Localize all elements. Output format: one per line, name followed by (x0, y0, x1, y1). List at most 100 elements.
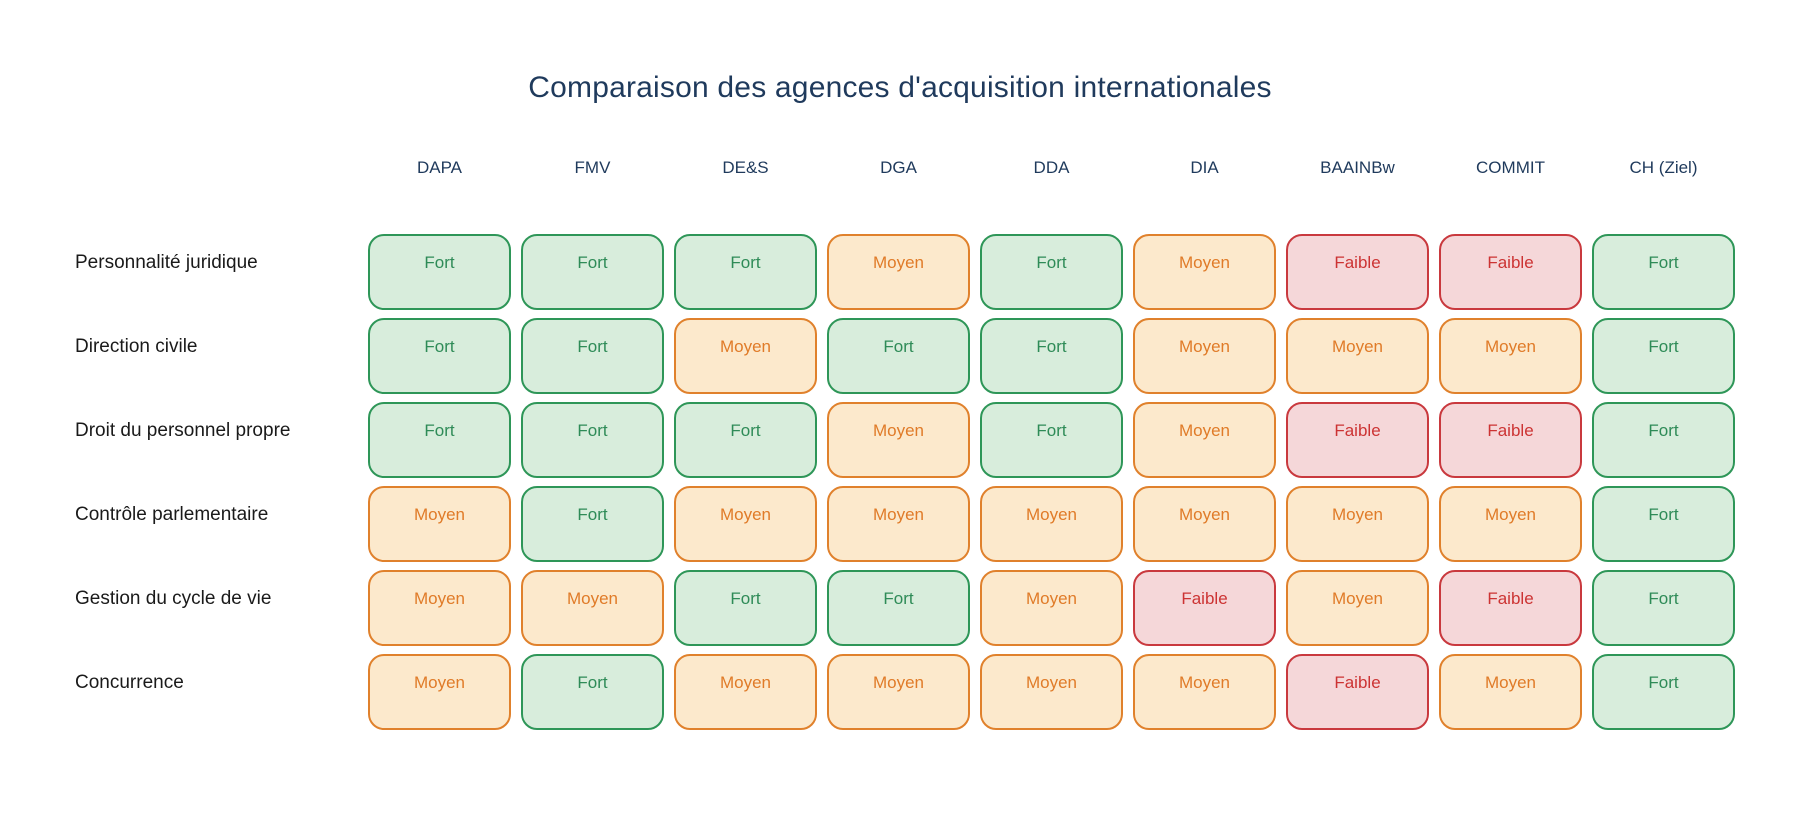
cell-value: Fort (1648, 253, 1679, 272)
cell-value: Fort (577, 421, 608, 440)
matrix-cell: Moyen (827, 234, 970, 310)
cell-value: Moyen (1178, 673, 1231, 692)
matrix-cell: Moyen (1133, 486, 1276, 562)
matrix-cell: Fort (1592, 654, 1735, 730)
cell-value: Moyen (872, 505, 925, 524)
row-label: Personnalité juridique (75, 234, 358, 310)
matrix-cell: Fort (368, 402, 511, 478)
cell-value: Fort (577, 253, 608, 272)
cell-value: Moyen (1331, 589, 1384, 608)
matrix-cell: Moyen (368, 654, 511, 730)
matrix-cell: Moyen (980, 570, 1123, 646)
matrix-cell: Fort (368, 318, 511, 394)
matrix-cell: Moyen (1439, 486, 1582, 562)
matrix-cell: Fort (674, 402, 817, 478)
cell-value: Moyen (1484, 337, 1537, 356)
cell-value: Fort (1648, 421, 1679, 440)
cell-value: Fort (730, 589, 761, 608)
matrix-cell: Fort (1592, 486, 1735, 562)
cell-value: Fort (1648, 589, 1679, 608)
matrix-cell: Moyen (1286, 486, 1429, 562)
row-label: Concurrence (75, 654, 358, 730)
cell-value: Moyen (413, 505, 466, 524)
cell-value: Moyen (413, 673, 466, 692)
row-label-text: Contrôle parlementaire (75, 504, 269, 525)
matrix-cell: Fort (674, 234, 817, 310)
matrix-cell: Moyen (827, 654, 970, 730)
column-header: BAAINBw (1320, 158, 1395, 177)
column-header: COMMIT (1476, 158, 1545, 177)
cell-value: Fort (1648, 505, 1679, 524)
column-header: DDA (1033, 158, 1070, 177)
matrix-cell: Fort (1592, 234, 1735, 310)
matrix-cell: Faible (1286, 402, 1429, 478)
matrix-cell: Fort (521, 402, 664, 478)
matrix-cell: Moyen (1133, 654, 1276, 730)
cell-value: Moyen (872, 673, 925, 692)
cell-value: Faible (1487, 253, 1534, 272)
matrix-cell: Moyen (827, 402, 970, 478)
matrix-cell: Moyen (980, 654, 1123, 730)
column-header: CH (Ziel) (1629, 158, 1698, 177)
cell-value: Moyen (1331, 505, 1384, 524)
row-label: Droit du personnel propre (75, 402, 358, 478)
cell-value: Moyen (1331, 337, 1384, 356)
cell-value: Faible (1487, 421, 1534, 440)
matrix-cell: Moyen (521, 570, 664, 646)
matrix-cell: Faible (1439, 234, 1582, 310)
column-header: DGA (880, 158, 917, 177)
matrix-cell: Fort (521, 486, 664, 562)
column-header: DE&S (722, 158, 769, 177)
cell-value: Fort (424, 253, 455, 272)
cell-value: Moyen (1025, 673, 1078, 692)
cell-value: Moyen (1484, 505, 1537, 524)
matrix-cell: Moyen (1439, 654, 1582, 730)
cell-value: Faible (1487, 589, 1534, 608)
cell-value: Moyen (719, 505, 772, 524)
chart-title: Comparaison des agences d'acquisition in… (528, 71, 1272, 104)
row-label: Direction civile (75, 318, 358, 394)
cell-value: Fort (730, 253, 761, 272)
matrix-cell: Fort (521, 318, 664, 394)
matrix-cell: Faible (1133, 570, 1276, 646)
cell-value: Fort (883, 589, 914, 608)
column-header-row: DAPA FMV DE&S DGA DDA DIA BAAINBw COMMIT CH (Zie… (75, 158, 1800, 178)
matrix-cell: Moyen (1439, 318, 1582, 394)
cell-value: Fort (1648, 337, 1679, 356)
cell-value: Moyen (872, 253, 925, 272)
row-label: Contrôle parlementaire (75, 486, 358, 562)
matrix-cell: Fort (980, 318, 1123, 394)
matrix-cell: Moyen (1133, 318, 1276, 394)
cell-value: Fort (1036, 253, 1067, 272)
cell-value: Moyen (1178, 505, 1231, 524)
matrix-cell: Moyen (1286, 318, 1429, 394)
cell-value: Faible (1334, 673, 1381, 692)
matrix-cell: Moyen (1286, 570, 1429, 646)
cell-value: Moyen (1178, 253, 1231, 272)
column-header: DAPA (416, 158, 463, 177)
matrix-cell: Moyen (1133, 402, 1276, 478)
matrix-cell: Moyen (368, 486, 511, 562)
cell-value: Moyen (1025, 589, 1078, 608)
matrix-cell: Fort (827, 570, 970, 646)
cell-value: Fort (577, 337, 608, 356)
matrix-cell: Moyen (368, 570, 511, 646)
matrix-cell: Moyen (674, 654, 817, 730)
matrix-cell: Fort (674, 570, 817, 646)
cell-value: Fort (1036, 337, 1067, 356)
cell-value: Faible (1181, 589, 1228, 608)
cell-value: Fort (424, 337, 455, 356)
cell-value: Moyen (566, 589, 619, 608)
cell-value: Moyen (1178, 421, 1231, 440)
matrix-cell: Moyen (1133, 234, 1276, 310)
cell-value: Fort (577, 673, 608, 692)
cell-value: Fort (883, 337, 914, 356)
matrix-cell: Fort (1592, 402, 1735, 478)
cell-value: Fort (577, 505, 608, 524)
matrix-cell: Moyen (980, 486, 1123, 562)
matrix-cell: Fort (1592, 318, 1735, 394)
matrix-cell: Faible (1439, 570, 1582, 646)
row-label-text: Droit du personnel propre (75, 420, 291, 441)
cell-value: Moyen (719, 337, 772, 356)
row-label: Gestion du cycle de vie (75, 570, 358, 646)
